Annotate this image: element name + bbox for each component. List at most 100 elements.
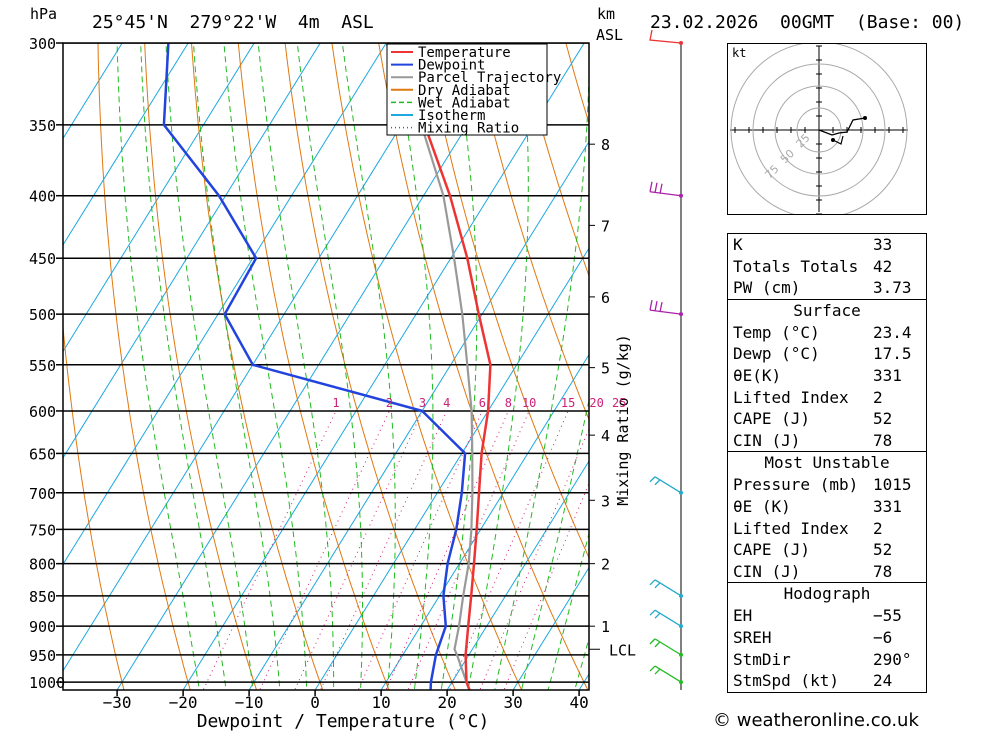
copyright-link[interactable]: © weatheronline.co.uk [713, 710, 919, 731]
pressure-tick-label: 350 [29, 117, 56, 135]
mixing-ratio-label: 20 [589, 396, 603, 410]
hodograph-unit: kt [732, 46, 747, 60]
index-label: StmDir [733, 649, 791, 669]
mixing-ratio-label: 2 [386, 396, 393, 410]
pressure-tick-label: 700 [29, 485, 56, 503]
hodograph-ring [774, 85, 864, 175]
km-tick-label: 3 [601, 492, 610, 510]
hodograph-section: Hodograph EH −55 SREH −6 StmDir 290° StmSpd (k… [728, 582, 926, 691]
legend-entry: Wet Adiabat [418, 95, 511, 111]
pressure-tick-label: 850 [29, 588, 56, 606]
pressure-tick-label: 900 [29, 618, 56, 636]
wind-barb-shaft [649, 181, 682, 197]
index-label: PW (cm) [733, 278, 801, 298]
legend-entry: Temperature [418, 45, 511, 61]
wet-adiabat-line [467, 43, 529, 690]
mixing-ratio-line [202, 410, 337, 690]
wind-barb [649, 638, 683, 657]
isotherm-line [248, 140, 589, 690]
surface-title: Surface [793, 300, 861, 320]
isotherm-line [446, 460, 589, 690]
index-value: 17.5 [873, 344, 912, 364]
dry-adiabat-line [63, 321, 125, 690]
dry-adiabat-line [190, 43, 324, 690]
wind-barb [649, 579, 683, 598]
legend-box [386, 43, 548, 136]
index-value: 2 [873, 387, 883, 407]
pressure-tick-label: 550 [29, 357, 56, 375]
wind-barb-shaft [649, 638, 682, 656]
hodograph-ring [752, 63, 886, 197]
index-value: 1015 [873, 475, 912, 495]
hodograph-ring [730, 44, 908, 214]
dry-adiabat-line [969, 6, 1000, 703]
index-row: K 33 [728, 234, 926, 256]
temperature-tick-label: −20 [169, 693, 198, 712]
wet-adiabat-line [296, 43, 363, 690]
index-label: CAPE (J) [733, 540, 811, 560]
temperature-line [398, 43, 492, 690]
index-row: Lifted Index 2 [728, 518, 926, 540]
index-label: Dewp (°C) [733, 344, 820, 364]
wind-barb-shaft [649, 579, 682, 597]
index-value: −55 [873, 606, 902, 626]
index-label: K [733, 235, 743, 254]
km-tick-label: 6 [601, 289, 610, 307]
wind-barb [649, 181, 683, 198]
isotherm-line [63, 43, 387, 566]
temperature-tick-label: 10 [371, 693, 390, 712]
isotherm-line [512, 566, 589, 690]
wet-adiabat-line [192, 43, 281, 690]
index-value: 2 [873, 518, 883, 538]
km-tick-label: 8 [601, 136, 610, 154]
wet-adiabat-line [140, 43, 227, 690]
most-unstable-title: Most Unstable [764, 453, 890, 473]
index-value: 3.73 [873, 278, 912, 298]
wet-adiabat-line [440, 43, 478, 690]
mixing-ratio-axis-title: Mixing Ratio (g/kg) [614, 334, 632, 506]
index-row: Totals Totals 42 [728, 256, 926, 278]
mixing-ratio-line [357, 410, 483, 690]
index-label: Pressure (mb) [733, 475, 859, 495]
mixing-ratio-label: 15 [561, 396, 575, 410]
index-row: CIN (J) 78 [728, 561, 926, 583]
index-label: CAPE (J) [733, 409, 811, 429]
index-label: CIN (J) [733, 561, 801, 581]
index-value: 78 [873, 561, 893, 581]
temperature-tick-label: 0 [310, 693, 320, 712]
mixing-ratio-line [385, 410, 509, 690]
wind-barb [649, 29, 683, 45]
index-row: StmDir 290° [728, 649, 926, 671]
dry-adiabat-line [97, 43, 191, 690]
index-value: −6 [873, 627, 893, 647]
km-unit-label: km [597, 5, 616, 23]
index-row: Pressure (mb) 1015 [728, 474, 926, 496]
pressure-tick-label: 300 [29, 35, 56, 53]
hodograph-trace [818, 117, 866, 136]
wind-barb [649, 609, 683, 629]
index-label: Lifted Index [733, 518, 849, 538]
index-row: Dewp (°C) 17.5 [728, 343, 926, 365]
pressure-tick-label: 400 [29, 188, 56, 206]
index-value: 24 [873, 671, 893, 691]
temperature-tick-label: 40 [569, 693, 588, 712]
dry-adiabat-line [518, 43, 589, 278]
mixing-ratio-label: 10 [522, 396, 536, 410]
temperature-tick-label: −30 [103, 693, 132, 712]
hodograph-ring [796, 107, 842, 153]
legend-entry: Dry Adiabat [418, 83, 511, 99]
hodograph-ring-label: 75 [762, 163, 781, 182]
index-row: θE(K) 331 [728, 365, 926, 387]
index-value: 52 [873, 409, 893, 429]
mixing-ratio-label: 4 [443, 396, 450, 410]
x-axis-title: Dewpoint / Temperature (°C) [197, 711, 490, 732]
wet-adiabat-line [394, 43, 434, 690]
index-value: 331 [873, 496, 902, 516]
surface-section: Surface Temp (°C) 23.4 Dewp (°C) 17.5 θE(K) 3… [728, 298, 926, 452]
mixing-ratio-line [259, 410, 390, 690]
temperature-tick-label: −10 [235, 693, 264, 712]
index-label: Totals Totals [733, 256, 859, 276]
wind-barb [649, 476, 683, 495]
